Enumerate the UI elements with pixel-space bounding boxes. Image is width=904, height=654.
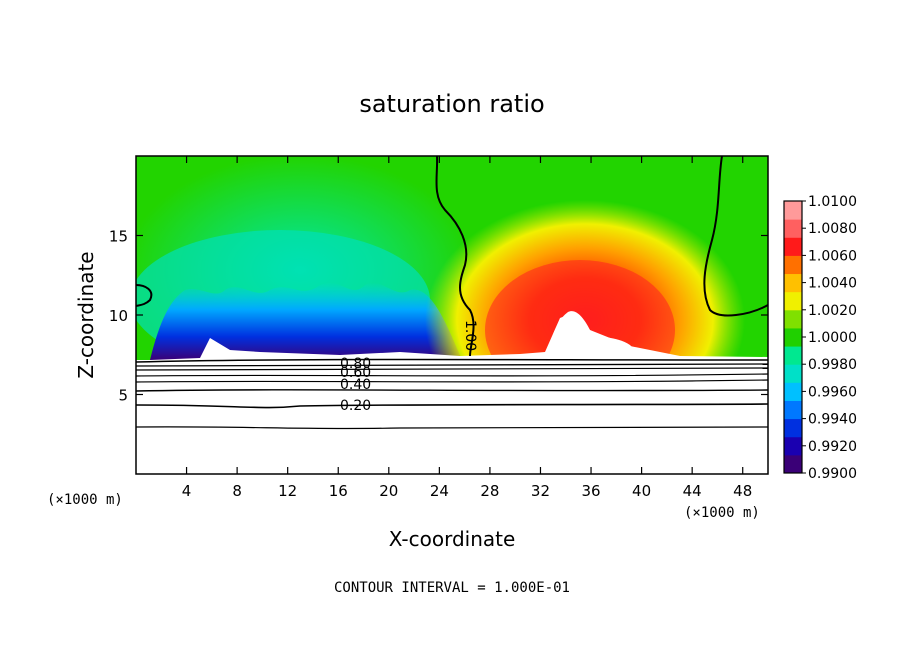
colorbar-tick-label: 1.0020	[808, 303, 857, 319]
colorbar-tick-label: 0.9980	[808, 357, 857, 373]
colorbar-tick-label: 1.0040	[808, 276, 857, 292]
x-tick-label: 8	[232, 482, 242, 500]
y-axis-label: Z-coordinate	[74, 251, 98, 378]
x-unit-left: (×1000 m)	[47, 492, 123, 508]
contour-label-0-60: 0.60	[340, 365, 371, 381]
contour-label-0-40: 0.40	[340, 377, 371, 393]
colorbar-swatch	[784, 436, 802, 456]
colorbar-swatch	[784, 346, 802, 365]
x-tick-label: 32	[531, 482, 550, 500]
x-unit-right: (×1000 m)	[684, 505, 760, 521]
colorbar: 1.0100 1.0080 1.0060 1.0040 1.0020 1.0000 0.99…	[783, 194, 857, 482]
x-axis-label: X-coordinate	[389, 527, 516, 551]
colorbar-tick-label: 1.0060	[808, 248, 857, 264]
contour-label-0-80: 0.80	[340, 356, 371, 372]
x-tick-label: 48	[733, 482, 752, 500]
x-tick-label: 12	[278, 482, 297, 500]
colorbar-swatch	[784, 327, 802, 347]
x-tick-label: 36	[581, 482, 600, 500]
x-tick-label: 16	[329, 482, 348, 500]
colorbar-swatch	[784, 219, 802, 238]
y-tick-label: 10	[109, 307, 128, 325]
x-tick-label: 28	[480, 482, 499, 500]
colorbar-swatch	[784, 454, 802, 474]
colorbar-swatch	[784, 382, 802, 401]
colorbar-tick-label: 1.0080	[808, 221, 857, 237]
contour-label-1-00: 1.00	[462, 320, 478, 351]
terrain-region	[136, 312, 768, 474]
colorbar-swatch	[784, 255, 802, 275]
colorbar-swatch	[784, 273, 802, 293]
colorbar-swatch	[784, 400, 802, 420]
colorbar-tick-label: 1.0100	[808, 194, 857, 210]
colorbar-swatch	[784, 291, 802, 311]
x-tick-label: 44	[683, 482, 702, 500]
colorbar-swatch	[784, 309, 802, 329]
y-tick-label: 5	[118, 387, 128, 405]
contour-label-0-20: 0.20	[340, 398, 371, 414]
colorbar-swatch	[784, 237, 802, 256]
colorbar-tick-label: 0.9900	[808, 466, 857, 482]
dry-plume-region	[150, 282, 460, 360]
y-tick-label: 15	[109, 228, 128, 246]
contour-interval-note: CONTOUR INTERVAL = 1.000E-01	[334, 580, 570, 596]
x-tick-label: 4	[182, 482, 192, 500]
colorbar-tick-label: 1.0000	[808, 330, 857, 346]
colorbar-swatch	[784, 418, 802, 438]
plot-field	[136, 156, 768, 474]
chart-title: saturation ratio	[359, 90, 544, 118]
x-tick-label: 20	[379, 482, 398, 500]
x-tick-label: 40	[632, 482, 651, 500]
colorbar-tick-label: 0.9960	[808, 384, 857, 400]
x-tick-label: 24	[430, 482, 449, 500]
colorbar-swatch	[784, 364, 802, 383]
colorbar-tick-label: 0.9940	[808, 412, 857, 428]
colorbar-tick-label: 0.9920	[808, 439, 857, 455]
colorbar-swatch	[784, 201, 802, 220]
